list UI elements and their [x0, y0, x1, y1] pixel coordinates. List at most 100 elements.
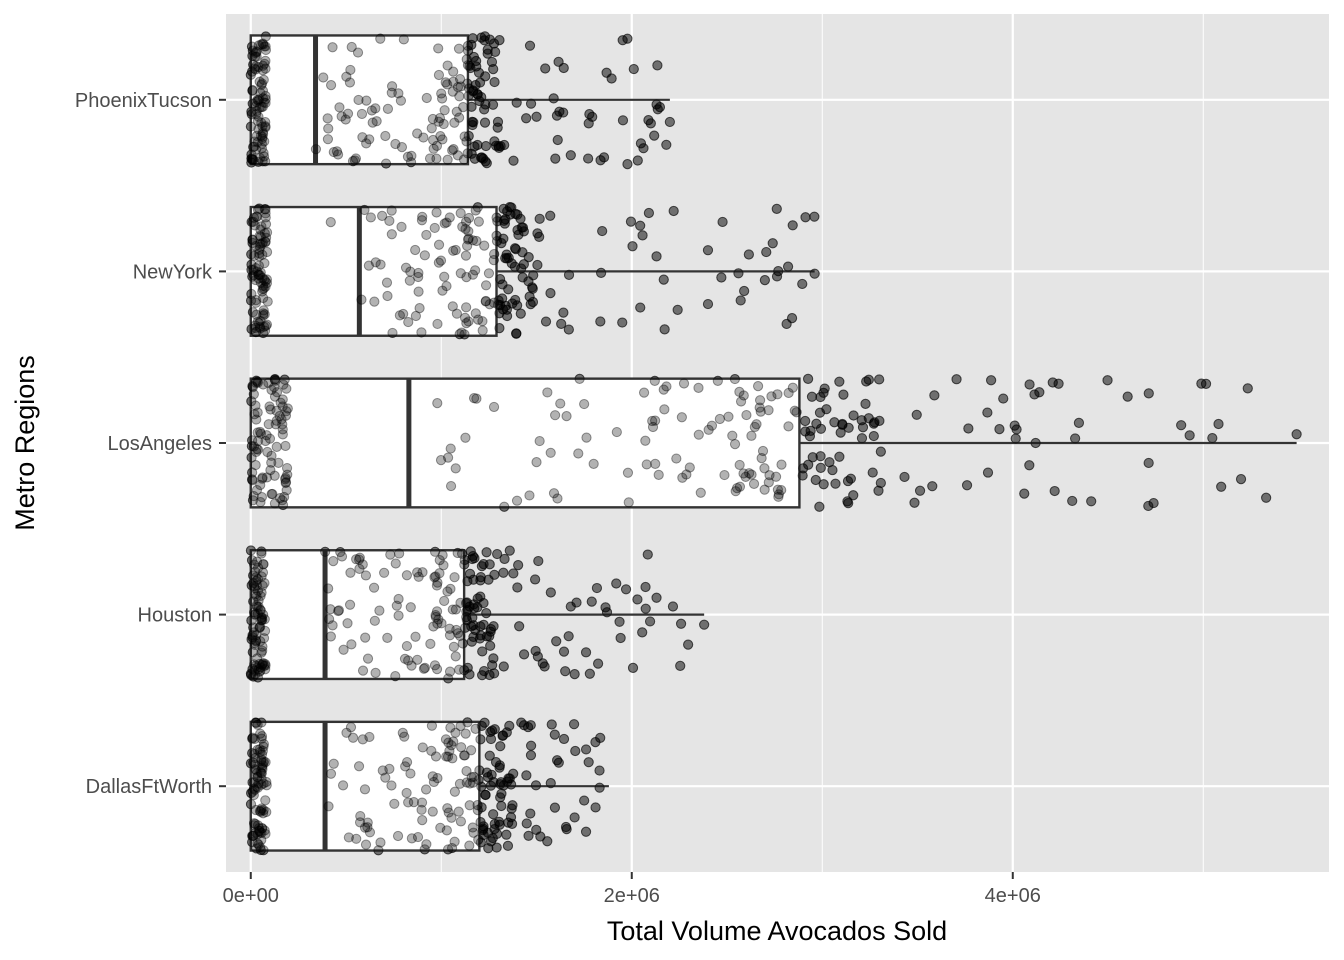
data-point — [821, 404, 832, 415]
data-point — [714, 413, 725, 425]
data-point — [1235, 474, 1247, 485]
data-point — [482, 827, 493, 838]
data-point — [469, 603, 480, 614]
data-point — [802, 373, 814, 384]
data-point — [695, 487, 706, 498]
data-point — [1047, 377, 1058, 388]
data-point — [533, 555, 544, 567]
data-point — [417, 211, 428, 222]
data-point — [260, 63, 271, 74]
data-point — [909, 497, 920, 508]
data-point — [489, 569, 500, 580]
data-point — [484, 559, 495, 570]
data-point — [565, 601, 576, 612]
data-point — [712, 375, 723, 386]
x-tick-label: 2e+06 — [604, 885, 660, 907]
data-point — [659, 404, 670, 415]
data-point — [468, 393, 480, 404]
data-point — [552, 493, 563, 504]
data-point — [951, 374, 962, 385]
data-point — [1216, 481, 1227, 492]
data-point — [488, 401, 500, 413]
data-point — [558, 646, 570, 657]
data-point — [1102, 375, 1113, 386]
data-point — [494, 816, 505, 827]
data-point — [417, 815, 428, 826]
data-point — [440, 734, 452, 745]
data-point — [986, 375, 997, 386]
data-point — [838, 389, 849, 400]
data-point — [445, 443, 456, 454]
data-point — [433, 116, 444, 127]
data-point — [412, 654, 423, 665]
data-point — [549, 802, 561, 813]
data-point — [508, 768, 519, 779]
data-point — [439, 271, 450, 282]
data-point — [1011, 424, 1022, 435]
data-point — [818, 387, 829, 398]
data-point — [622, 467, 634, 478]
data-point — [1184, 430, 1195, 441]
data-point — [469, 153, 480, 164]
data-point — [863, 413, 874, 424]
data-point — [258, 74, 269, 86]
data-point — [443, 807, 454, 818]
data-point — [414, 303, 425, 314]
data-point — [551, 636, 562, 647]
data-point — [542, 387, 553, 398]
data-point — [1086, 496, 1097, 507]
data-point — [506, 818, 518, 829]
data-point — [428, 143, 439, 154]
data-point — [498, 233, 509, 244]
data-point — [490, 757, 502, 768]
data-point — [961, 480, 973, 491]
data-point — [335, 546, 346, 558]
data-point — [444, 666, 456, 677]
data-point — [1261, 492, 1272, 503]
data-point — [469, 141, 480, 152]
data-point — [534, 435, 545, 447]
data-point — [401, 757, 413, 768]
data-point — [499, 501, 510, 512]
data-point — [834, 376, 845, 387]
y-tick-label: DallasFtWorth — [86, 776, 212, 798]
data-point — [606, 73, 617, 84]
data-point — [486, 56, 498, 68]
data-point — [325, 768, 337, 779]
data-point — [642, 549, 653, 560]
data-point — [472, 602, 483, 613]
data-point — [386, 87, 397, 98]
data-point — [489, 823, 500, 835]
data-point — [475, 591, 486, 602]
data-point — [482, 44, 493, 55]
data-point — [501, 249, 512, 260]
data-point — [508, 155, 519, 166]
data-point — [532, 259, 543, 271]
data-point — [842, 475, 854, 487]
data-point — [545, 778, 556, 789]
data-point — [452, 82, 464, 93]
data-point — [1053, 378, 1064, 389]
data-point — [675, 618, 687, 629]
data-point — [386, 229, 397, 240]
data-point — [472, 602, 483, 613]
data-point — [525, 750, 537, 761]
data-point — [1030, 437, 1041, 449]
data-point — [461, 216, 472, 227]
data-point — [497, 730, 509, 741]
data-point — [418, 663, 430, 674]
data-point — [476, 802, 487, 813]
data-point — [465, 546, 476, 557]
data-point — [804, 431, 816, 442]
data-point — [534, 231, 545, 242]
data-point — [615, 632, 626, 644]
data-point — [481, 547, 492, 558]
data-point — [433, 614, 444, 625]
data-point — [439, 595, 450, 607]
data-point — [734, 386, 745, 397]
data-point — [579, 795, 590, 806]
data-point — [845, 473, 856, 484]
data-point — [1024, 379, 1035, 390]
data-point — [628, 63, 639, 75]
data-point — [501, 310, 513, 322]
